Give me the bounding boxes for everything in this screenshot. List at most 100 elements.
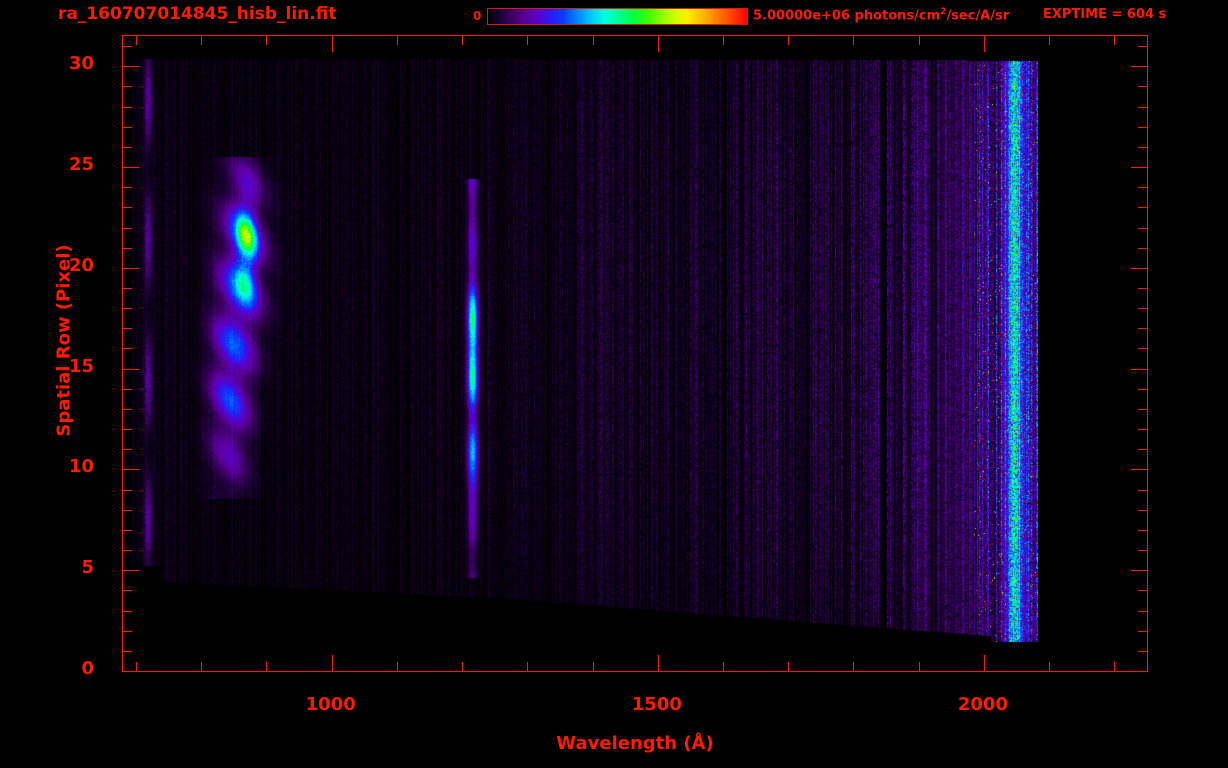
x-tick-top-1200 (462, 36, 464, 45)
x-tick-top-1000 (331, 36, 333, 52)
y-tick-right-4 (1138, 590, 1147, 592)
colorbar-units-tail: /sec/A/sr (946, 8, 1010, 24)
x-tick-top-2100 (1049, 36, 1051, 45)
x-tick-top-2000 (983, 36, 985, 52)
y-tick-26 (123, 146, 132, 148)
x-tick-top-800 (201, 36, 203, 45)
y-tick-24 (123, 187, 132, 189)
x-tick-1100 (396, 662, 398, 671)
y-tick-right-16 (1138, 348, 1147, 350)
y-tick-3 (123, 610, 132, 612)
y-tick-right-17 (1138, 328, 1147, 330)
y-tick-right-9 (1138, 489, 1147, 491)
y-tick-6 (123, 550, 132, 552)
y-tick-17 (123, 328, 132, 330)
y-tick-right-15 (1131, 368, 1147, 370)
y-tick-22 (123, 227, 132, 229)
x-tick-900 (266, 662, 268, 671)
x-tick-1200 (462, 662, 464, 671)
x-tick-top-2200 (1114, 36, 1116, 45)
y-tick-right-29 (1138, 86, 1147, 88)
y-tick-13 (123, 408, 132, 410)
x-tick-1000 (331, 655, 333, 671)
x-tick-label-2000: 2000 (957, 694, 1008, 715)
x-tick-top-1600 (723, 36, 725, 45)
y-tick-12 (123, 429, 132, 431)
x-tick-label-1000: 1000 (305, 694, 356, 715)
y-tick-label-0: 0 (81, 658, 94, 679)
y-tick-right-6 (1138, 550, 1147, 552)
y-tick-9 (123, 489, 132, 491)
x-tick-top-1700 (788, 36, 790, 45)
x-tick-top-1900 (918, 36, 920, 45)
y-tick-25 (123, 167, 139, 169)
x-tick-top-1300 (527, 36, 529, 45)
y-tick-right-14 (1138, 388, 1147, 390)
y-tick-1 (123, 650, 132, 652)
y-tick-label-5: 5 (81, 557, 94, 579)
y-tick-11 (123, 449, 132, 451)
x-tick-label-1500: 1500 (631, 694, 682, 715)
y-tick-31 (123, 46, 132, 48)
y-tick-right-21 (1138, 247, 1147, 249)
y-tick-18 (123, 308, 132, 310)
y-tick-10 (123, 469, 139, 471)
x-tick-top-1500 (657, 36, 659, 52)
y-tick-label-20: 20 (68, 254, 94, 276)
y-tick-right-7 (1138, 529, 1147, 531)
y-tick-right-31 (1138, 46, 1147, 48)
x-tick-top-1100 (396, 36, 398, 45)
y-tick-right-30 (1131, 66, 1147, 68)
x-tick-top-1400 (592, 36, 594, 45)
x-tick-2000 (983, 655, 985, 671)
y-tick-23 (123, 207, 132, 209)
y-tick-8 (123, 509, 132, 511)
x-tick-2200 (1114, 662, 1116, 671)
y-tick-right-10 (1131, 469, 1147, 471)
x-tick-1900 (918, 662, 920, 671)
page-title: ra_160707014845_hisb_lin.fit (58, 4, 337, 24)
y-tick-7 (123, 529, 132, 531)
y-tick-label-15: 15 (68, 355, 94, 377)
x-tick-1700 (788, 662, 790, 671)
y-tick-right-13 (1138, 408, 1147, 410)
y-tick-right-24 (1138, 187, 1147, 189)
spectrogram-area (123, 36, 1147, 671)
x-tick-1500 (657, 655, 659, 671)
x-tick-1600 (723, 662, 725, 671)
y-tick-right-8 (1138, 509, 1147, 511)
colorbar (487, 8, 748, 25)
x-tick-top-700 (136, 36, 138, 45)
x-tick-700 (136, 662, 138, 671)
y-tick-0 (123, 671, 139, 672)
x-tick-1300 (527, 662, 529, 671)
y-tick-label-25: 25 (68, 154, 94, 176)
colorbar-min-label: 0 (473, 9, 482, 23)
y-tick-16 (123, 348, 132, 350)
x-tick-top-1800 (853, 36, 855, 45)
colorbar-max-label: 5.00000e+06 photons/cm2/sec/A/sr (753, 7, 1009, 23)
x-tick-1400 (592, 662, 594, 671)
y-tick-right-3 (1138, 610, 1147, 612)
y-tick-21 (123, 247, 132, 249)
y-tick-right-0 (1131, 671, 1147, 672)
y-tick-15 (123, 368, 139, 370)
x-tick-800 (201, 662, 203, 671)
y-tick-30 (123, 66, 139, 68)
y-tick-right-18 (1138, 308, 1147, 310)
y-tick-19 (123, 287, 132, 289)
y-tick-20 (123, 267, 139, 269)
y-tick-14 (123, 388, 132, 390)
colorbar-units-exponent: 2 (940, 7, 947, 17)
y-tick-right-25 (1131, 167, 1147, 169)
spectrogram-image (123, 36, 1147, 671)
plot-frame (122, 35, 1148, 672)
y-tick-27 (123, 126, 132, 128)
y-tick-4 (123, 590, 132, 592)
y-tick-right-22 (1138, 227, 1147, 229)
y-tick-5 (123, 570, 139, 572)
y-tick-right-23 (1138, 207, 1147, 209)
colorbar-max-value: 5.00000e+06 photons/cm (753, 8, 941, 24)
y-tick-2 (123, 630, 132, 632)
y-tick-right-11 (1138, 449, 1147, 451)
